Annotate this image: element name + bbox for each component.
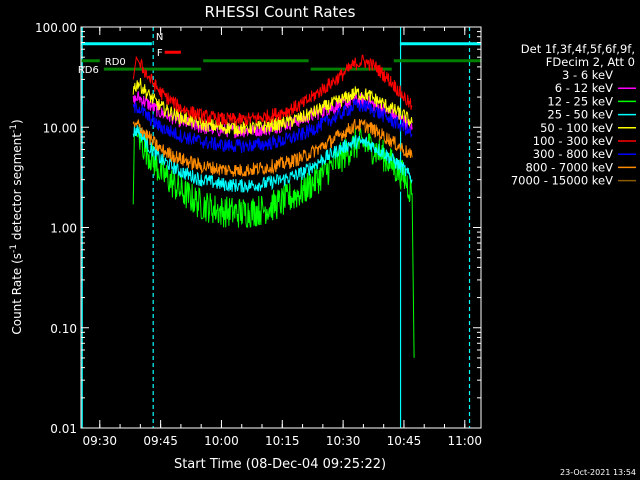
- x-tick-label: 10:15: [265, 434, 300, 448]
- x-tick-label: 10:30: [326, 434, 361, 448]
- legend-entry-label: 12 - 25 keV: [547, 94, 613, 108]
- y-tick-label: 0.10: [50, 322, 77, 336]
- series-line-5: [132, 78, 413, 137]
- y-tick-label: 1.00: [50, 222, 77, 236]
- y-label-superscript: -1: [9, 244, 19, 253]
- x-tick-label: 10:45: [387, 434, 422, 448]
- state-bar-label: F: [157, 48, 163, 59]
- x-tick-label: 09:45: [143, 434, 178, 448]
- legend-entry-label: 25 - 50 keV: [547, 108, 613, 122]
- chart-title: RHESSI Count Rates: [205, 3, 356, 21]
- state-bar-label: N: [156, 32, 163, 43]
- x-tick-label: 11:00: [447, 434, 482, 448]
- axes: 0.01 0.10 1.00 10.00 100.00 09:30 09:45 10:00 10…: [35, 21, 482, 448]
- y-label-text: detector segment: [10, 133, 24, 244]
- y-label-text: ): [10, 119, 24, 124]
- y-label-superscript: -1: [9, 124, 19, 133]
- legend-header-line: Det 1f,3f,4f,5f,6f,9f,: [521, 42, 635, 56]
- y-tick-label: 0.01: [50, 422, 77, 436]
- legend-entry-label: 100 - 300 keV: [533, 134, 613, 148]
- series-line-4: [132, 124, 413, 194]
- legend-entry-label: 7000 - 15000 keV: [511, 174, 613, 188]
- plot-content: RD0 RD6 FN: [78, 27, 481, 428]
- y-label-text: Count Rate (s: [10, 253, 24, 335]
- y-axis-label: Count Rate (s-1 detector segment-1): [9, 119, 24, 334]
- legend-entry-label: 300 - 800 keV: [533, 147, 613, 161]
- series-line-7: [132, 98, 413, 154]
- x-tick-label: 09:30: [82, 434, 117, 448]
- series-line-8: [132, 118, 413, 178]
- date-stamp: 23-Oct-2021 13:54: [560, 468, 636, 477]
- legend-entry-label: 50 - 100 keV: [540, 121, 613, 135]
- legend-header-line: FDecim 2, Att 0: [546, 55, 635, 69]
- legend-entry-label: 800 - 7000 keV: [525, 160, 613, 174]
- state-bar-label: RD0: [105, 57, 126, 68]
- y-tick-label: 10.00: [43, 121, 77, 135]
- state-bar-label: RD6: [78, 65, 99, 76]
- legend-entry-label: 3 - 6 keV: [562, 68, 613, 82]
- legend: Det 1f,3f,4f,5f,6f,9f,FDecim 2, Att 03 -…: [511, 42, 636, 188]
- x-tick-label: 10:00: [204, 434, 239, 448]
- x-axis-label: Start Time (08-Dec-04 09:25:22): [174, 457, 386, 472]
- legend-entry-label: 6 - 12 keV: [555, 81, 613, 95]
- series-line-6: [132, 54, 413, 127]
- y-tick-label: 100.00: [35, 21, 77, 35]
